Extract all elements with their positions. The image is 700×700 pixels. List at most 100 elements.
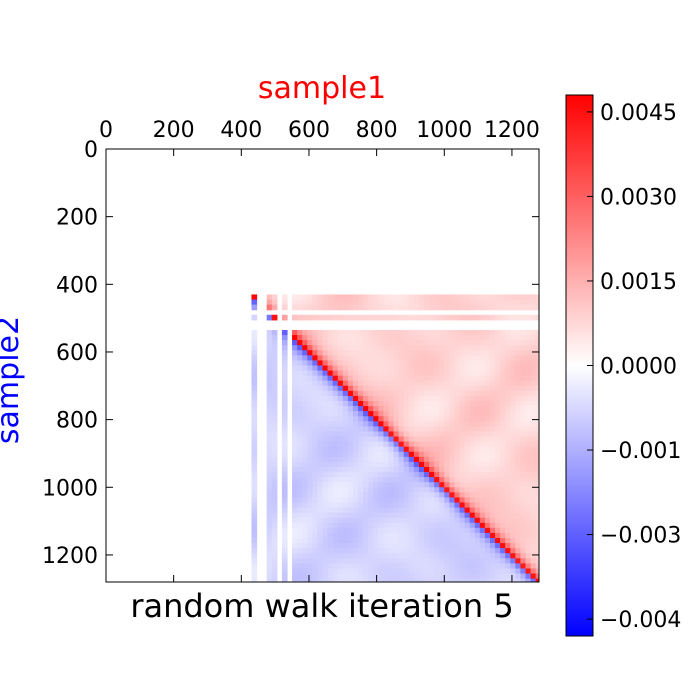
heatmap-cell (413, 375, 420, 382)
heatmap-cells (251, 294, 539, 582)
heatmap-cell (342, 527, 349, 534)
heatmap-cell (281, 411, 288, 417)
heatmap-cell (307, 340, 313, 346)
heatmap-cell (454, 548, 461, 554)
heatmap-cell (464, 436, 471, 443)
heatmap-cell (317, 487, 324, 493)
heatmap-cell (535, 411, 539, 417)
heatmap-cell (317, 502, 324, 509)
heatmap-cell (449, 421, 456, 427)
heatmap-cell (297, 487, 303, 493)
heatmap-cell (373, 451, 379, 458)
heatmap-cell (332, 355, 339, 362)
heatmap-cell (398, 401, 405, 407)
heatmap-cell (251, 436, 258, 443)
heatmap-cell (429, 340, 435, 346)
heatmap-cell (408, 426, 415, 433)
heatmap-cell (327, 573, 334, 580)
heatmap-cell (479, 538, 486, 544)
heatmap-cell (352, 416, 359, 422)
heatmap-cell (418, 441, 425, 448)
heatmap-cell (525, 512, 532, 519)
heatmap-cell (408, 304, 415, 311)
heatmap-cell (398, 446, 405, 453)
heatmap-cell (312, 395, 319, 402)
heatmap-cell (469, 456, 476, 463)
heatmap-cell (266, 380, 273, 387)
heatmap-cell (500, 532, 506, 539)
heatmap-cell (469, 335, 476, 341)
heatmap-cell (251, 441, 258, 448)
heatmap-cell (479, 375, 486, 382)
heatmap-cell (505, 497, 511, 504)
heatmap-cell (383, 573, 390, 580)
y-tick-label: 1200 (42, 544, 98, 569)
heatmap-cell (337, 441, 344, 448)
heatmap-cell (403, 360, 410, 367)
heatmap-cell (479, 401, 486, 407)
heatmap-cell (505, 426, 511, 433)
heatmap-cell (459, 507, 466, 514)
heatmap-cell (484, 406, 491, 412)
heatmap-cell (347, 522, 354, 529)
heatmap-cell (525, 406, 532, 412)
heatmap-cell (474, 340, 481, 346)
heatmap-cell (449, 380, 456, 387)
heatmap-cell (464, 401, 471, 407)
heatmap-cell (322, 477, 329, 483)
heatmap-cell (251, 431, 258, 438)
heatmap-cell (520, 360, 527, 367)
heatmap-cell (281, 538, 288, 544)
heatmap-cell (337, 365, 344, 372)
heatmap-cell (535, 314, 539, 321)
heatmap-cell (439, 441, 445, 448)
heatmap-cell (495, 375, 501, 382)
heatmap-cell (378, 395, 384, 402)
heatmap-cell (378, 466, 384, 473)
heatmap-cell (352, 411, 359, 417)
heatmap-cell (495, 426, 501, 433)
heatmap-cell (342, 548, 349, 554)
heatmap-cell (266, 294, 273, 301)
heatmap-cell (297, 416, 303, 422)
heatmap-cell (408, 411, 415, 417)
heatmap-cell (454, 355, 461, 362)
heatmap-cell (393, 401, 400, 407)
heatmap-cell (271, 345, 278, 351)
heatmap-cell (266, 406, 273, 412)
heatmap-cell (398, 426, 405, 433)
heatmap-cell (469, 416, 476, 422)
heatmap-cell (393, 380, 400, 387)
heatmap-cell (271, 543, 278, 549)
heatmap-cell (281, 335, 288, 341)
heatmap-cell (413, 487, 420, 493)
heatmap-cell (312, 507, 319, 514)
heatmap-cell (378, 350, 384, 356)
heatmap-cell (266, 304, 273, 311)
heatmap-cell (281, 517, 288, 524)
heatmap-cell (403, 421, 410, 427)
heatmap-cell (429, 375, 435, 382)
heatmap-cell (418, 385, 425, 392)
heatmap-cell (337, 426, 344, 433)
heatmap-cell (281, 406, 288, 412)
heatmap-cell (530, 411, 537, 417)
heatmap-cell (398, 568, 405, 575)
heatmap-cell (373, 360, 379, 367)
heatmap-cell (322, 543, 329, 549)
heatmap-cell (373, 492, 379, 499)
heatmap-cell (434, 532, 440, 539)
heatmap-cell (454, 370, 461, 377)
heatmap-cell (342, 416, 349, 422)
heatmap-cell (429, 553, 435, 559)
heatmap-cell (500, 340, 506, 346)
heatmap-cell (469, 487, 476, 493)
heatmap-cell (347, 340, 354, 346)
heatmap-cell (530, 390, 537, 397)
heatmap-cell (337, 314, 344, 321)
heatmap-cell (358, 456, 364, 463)
heatmap-cell (337, 461, 344, 468)
heatmap-cell (429, 401, 435, 407)
heatmap-cell (327, 522, 334, 529)
heatmap-cell (393, 532, 400, 539)
